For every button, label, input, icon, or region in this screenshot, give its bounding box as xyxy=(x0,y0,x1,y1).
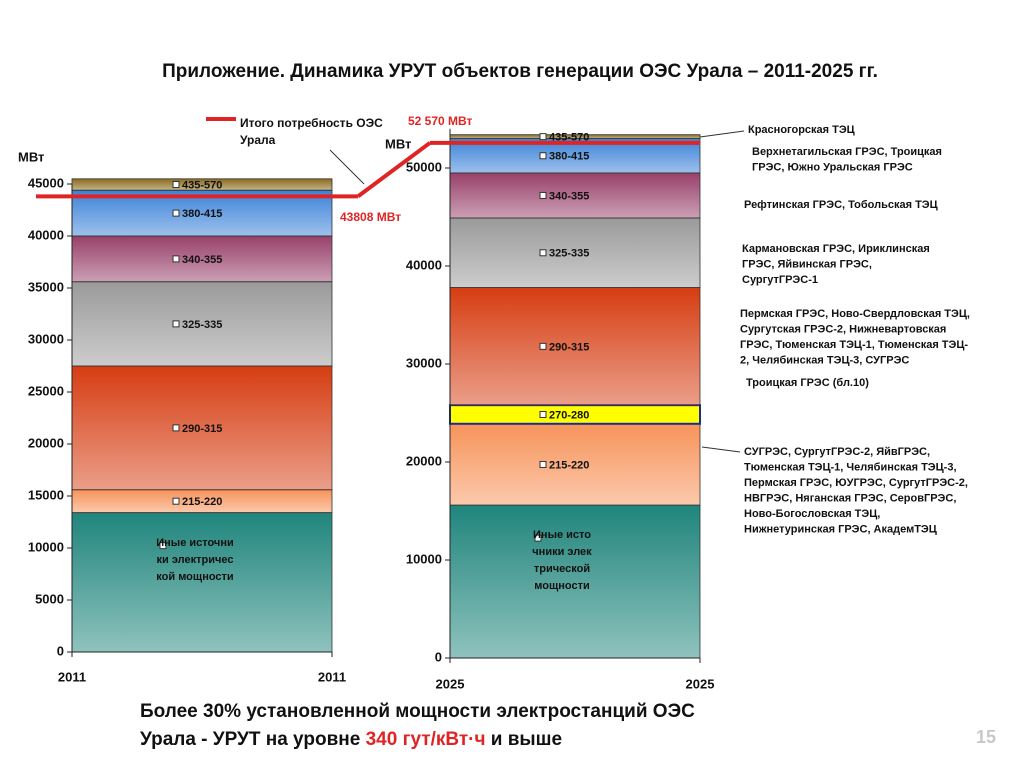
label-marker xyxy=(172,181,180,189)
annotation-leader xyxy=(701,446,741,453)
segment-label: 270-280 xyxy=(549,409,589,421)
segment-label: 435-570 xyxy=(182,179,222,191)
y-tick-label: 50000 xyxy=(406,159,442,174)
x-tick-label: 2025 xyxy=(436,676,465,691)
y-tick-label: 40000 xyxy=(28,227,64,242)
y-tick-label: 35000 xyxy=(28,279,64,294)
y-tick-label: 30000 xyxy=(406,355,442,370)
annotation: Троицкая ГРЭС (бл.10) xyxy=(746,377,869,389)
label-marker xyxy=(172,209,180,217)
annotation: Верхнетагильская ГРЭС, Троицкая xyxy=(752,146,942,158)
annotation: Красногорская ТЭЦ xyxy=(748,124,855,136)
bar-segment xyxy=(449,423,701,506)
footer-text: Урала - УРУТ на уровне xyxy=(140,729,366,750)
segment-label: 290-315 xyxy=(549,341,589,353)
segment-label: 380-415 xyxy=(182,208,222,220)
label-marker xyxy=(539,342,547,350)
segment-label: 325-335 xyxy=(182,319,222,331)
label-marker xyxy=(172,255,180,263)
y-tick-label: 0 xyxy=(435,649,442,664)
label-marker xyxy=(539,191,547,199)
annotation-leader xyxy=(699,130,745,138)
footer-tail: и выше xyxy=(486,729,563,750)
label-marker xyxy=(172,424,180,432)
segment-label-box: Иные источники электрической мощности xyxy=(532,529,592,593)
demand-label: 52 570 МВт xyxy=(408,114,473,128)
y-axis-label: МВт xyxy=(18,149,44,164)
label-marker xyxy=(172,320,180,328)
label-marker xyxy=(539,410,547,418)
annotation: Ново-Богословская ТЭЦ, xyxy=(744,508,880,520)
legend-label: Итого потребность ОЭС Урала xyxy=(240,116,383,147)
segment-label: 340-355 xyxy=(549,190,589,202)
label-marker xyxy=(159,542,167,550)
segment-label: 215-220 xyxy=(182,496,222,508)
annotation: Сургутская ГРЭС-2, Нижневартовская xyxy=(740,323,946,335)
y-tick-label: 40000 xyxy=(406,257,442,272)
y-tick-label: 45000 xyxy=(28,175,64,190)
segment-label: Иные источники электрической мощности xyxy=(156,536,234,583)
annotation: ГРЭС, Яйвинская ГРЭС, xyxy=(742,258,872,270)
footer-line: Более 30% установленной мощности электро… xyxy=(140,701,695,722)
y-tick-label: 25000 xyxy=(28,383,64,398)
bar-segment xyxy=(449,217,701,288)
y-axis-label: МВт xyxy=(385,136,411,151)
label-marker xyxy=(172,497,180,505)
y-tick-label: 15000 xyxy=(28,487,64,502)
label-marker xyxy=(539,133,547,141)
annotation: СургутГРЭС-1 xyxy=(742,274,818,286)
demand-connector xyxy=(356,141,432,199)
legend-label-box: Итого потребность ОЭС Урала xyxy=(240,116,383,147)
annotation: Рефтинская ГРЭС, Тобольская ТЭЦ xyxy=(744,199,938,211)
legend-leader xyxy=(329,149,365,185)
annotation: Нижнетуринская ГРЭС, АкадемТЭЦ xyxy=(744,523,937,535)
label-marker xyxy=(539,249,547,257)
annotation: ГРЭС, Южно Уральская ГРЭС xyxy=(752,161,913,173)
label-marker xyxy=(534,534,542,542)
segment-label: Иные источники электрической мощности xyxy=(532,529,592,593)
segment-label: 215-220 xyxy=(549,459,589,471)
annotation: Пермская ГРЭС, Ново-Свердловская ТЭЦ, xyxy=(740,308,970,320)
page-number: 15 xyxy=(976,727,996,747)
footer-line: Урала - УРУТ на уровне 340 гут/кВт·ч и в… xyxy=(140,729,562,750)
footer-highlight: 340 гут/кВт·ч xyxy=(366,729,486,750)
segment-label: 325-335 xyxy=(549,248,589,260)
annotation: Кармановская ГРЭС, Ириклинская xyxy=(742,243,930,255)
label-marker xyxy=(539,152,547,160)
title: Приложение. Динамика УРУТ объектов генер… xyxy=(162,61,878,82)
y-tick-label: 30000 xyxy=(28,331,64,346)
annotation: Пермская ГРЭС, ЮУГРЭС, СургутГРЭС-2, xyxy=(744,477,968,489)
segment-label: 290-315 xyxy=(182,423,222,435)
y-tick-label: 20000 xyxy=(406,453,442,468)
y-tick-label: 0 xyxy=(57,643,64,658)
annotation: 2, Челябинская ТЭЦ-3, СУГРЭС xyxy=(740,354,909,366)
segment-label: 435-570 xyxy=(549,132,589,144)
segment-label: 380-415 xyxy=(549,151,589,163)
label-marker xyxy=(539,460,547,468)
segment-label-box: Иные источники электрической мощности xyxy=(156,536,234,583)
y-tick-label: 5000 xyxy=(35,591,64,606)
x-tick-label: 2025 xyxy=(686,676,715,691)
y-tick-label: 10000 xyxy=(28,539,64,554)
annotation: Тюменская ТЭЦ-1, Челябинская ТЭЦ-3, xyxy=(744,461,957,473)
y-tick-label: 10000 xyxy=(406,551,442,566)
x-tick-label: 2011 xyxy=(318,669,346,684)
annotation: ГРЭС, Тюменская ТЭЦ-1, Тюменская ТЭЦ- xyxy=(740,339,968,351)
x-tick-label: 2011 xyxy=(58,669,86,684)
y-tick-label: 20000 xyxy=(28,435,64,450)
annotation: НВГРЭС, Няганская ГРЭС, СеровГРЭС, xyxy=(744,492,956,504)
demand-label: 43808 МВт xyxy=(340,210,401,224)
segment-label: 340-355 xyxy=(182,254,222,266)
annotation: СУГРЭС, СургутГРЭС-2, ЯйвГРЭС, xyxy=(744,446,930,458)
